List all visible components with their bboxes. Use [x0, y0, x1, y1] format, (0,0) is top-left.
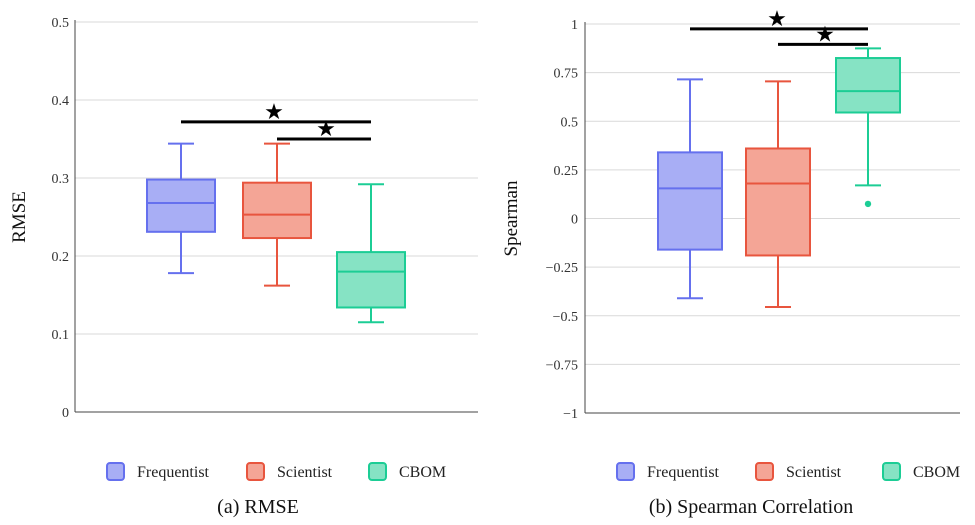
- box-iqr: [146, 178, 216, 233]
- box-frequentist: [146, 142, 216, 275]
- legend-swatch: [616, 462, 635, 481]
- y-tick-label: 0.75: [554, 67, 579, 82]
- y-tick-label: 0.5: [561, 115, 579, 130]
- legend-swatch: [106, 462, 125, 481]
- y-tick-label: 0.5: [52, 16, 70, 31]
- box-iqr: [657, 151, 723, 251]
- legend-item-cbom: CBOM: [882, 462, 960, 481]
- outlier-point: [864, 200, 872, 208]
- legend-label: Scientist: [786, 464, 842, 481]
- y-tick-label: 0: [62, 406, 69, 421]
- y-tick-label: −0.25: [546, 261, 578, 276]
- box-iqr: [242, 181, 312, 240]
- significance-star: ★: [815, 21, 835, 46]
- significance-star: ★: [264, 99, 284, 124]
- box-iqr: [745, 147, 811, 257]
- y-axis-label: RMSE: [9, 191, 30, 243]
- y-tick-label: −0.75: [546, 358, 578, 373]
- legend-item-cbom: CBOM: [368, 462, 446, 481]
- box-cbom: [835, 47, 901, 208]
- y-axis-label: Spearman: [501, 180, 522, 256]
- significance-star: ★: [767, 6, 787, 31]
- significance-star: ★: [316, 116, 336, 141]
- legend-label: CBOM: [913, 464, 960, 481]
- y-tick-label: 0: [571, 213, 578, 228]
- y-tick-label: −0.5: [553, 310, 578, 325]
- chart-panel-spearman: −1 −0.75 −0.5 −0.25 0 0.25 0.5 0.75 1 Spearman ★ ★ F…: [501, 6, 960, 518]
- y-tick-label: 1: [571, 18, 578, 33]
- legend-item-scientist: Scientist: [246, 462, 333, 481]
- chart-panel-rmse: 0 0.1 0.2 0.3 0.4 0.5 RMSE ★ ★ Frequentist Scienti…: [9, 16, 478, 518]
- legend-swatch: [246, 462, 265, 481]
- y-tick-label: 0.1: [52, 328, 70, 343]
- legend-label: CBOM: [399, 464, 446, 481]
- legend-item-frequentist: Frequentist: [106, 462, 210, 481]
- box-scientist: [242, 142, 312, 287]
- legend-item-frequentist: Frequentist: [616, 462, 720, 481]
- y-tick-label: 0.25: [554, 164, 579, 179]
- box-iqr: [835, 57, 901, 114]
- box-cbom: [336, 183, 406, 324]
- box-scientist: [745, 80, 811, 308]
- panel-caption: (b) Spearman Correlation: [649, 496, 853, 518]
- box-frequentist: [657, 78, 723, 300]
- legend-swatch: [755, 462, 774, 481]
- legend-swatch: [368, 462, 387, 481]
- legend-item-scientist: Scientist: [755, 462, 842, 481]
- y-tick-label: 0.3: [52, 172, 70, 187]
- y-tick-label: −1: [563, 407, 578, 422]
- legend-swatch: [882, 462, 901, 481]
- y-tick-label: 0.2: [52, 250, 70, 265]
- y-tick-label: 0.4: [52, 94, 70, 109]
- box-iqr: [336, 251, 406, 309]
- panel-caption: (a) RMSE: [217, 496, 299, 518]
- legend-label: Frequentist: [137, 464, 210, 481]
- legend-label: Scientist: [277, 464, 333, 481]
- legend-label: Frequentist: [647, 464, 720, 481]
